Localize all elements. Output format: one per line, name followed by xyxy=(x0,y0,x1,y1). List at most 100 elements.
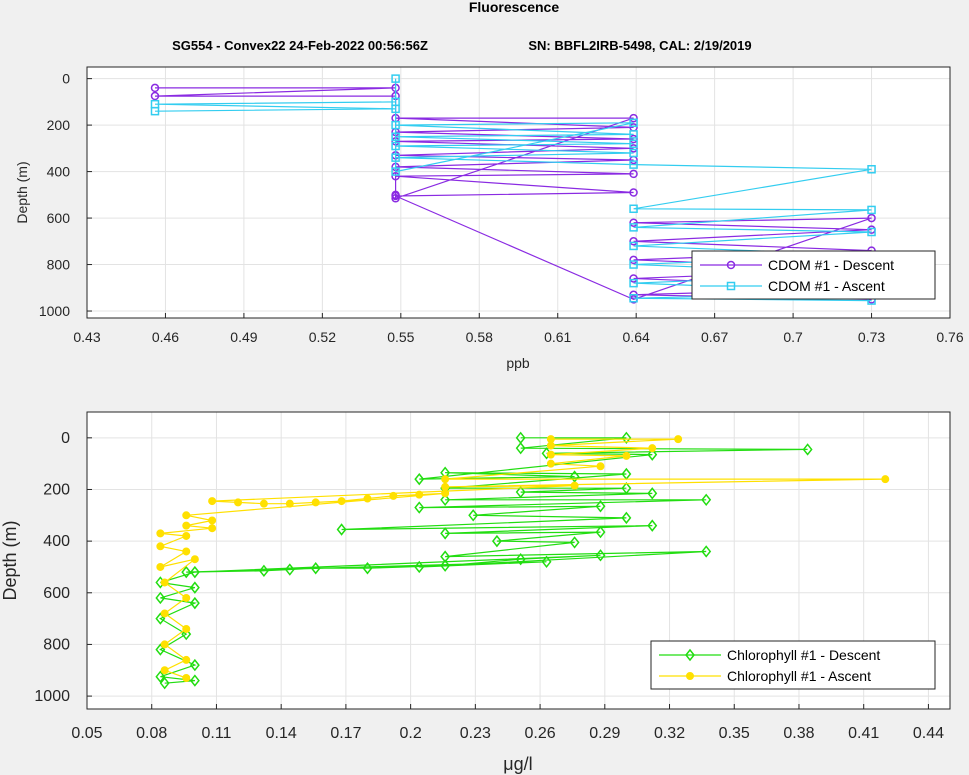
cdom-data-point xyxy=(629,188,638,197)
cdom-legend-marker xyxy=(726,260,736,270)
chlorophyll-legend-marker xyxy=(686,672,694,680)
chlorophyll-data-point xyxy=(414,472,425,486)
chlorophyll-data-point xyxy=(648,444,657,453)
chlorophyll-data-point xyxy=(621,481,632,495)
chlorophyll-data-point xyxy=(182,511,191,520)
cdom-x-tick-label: 0.73 xyxy=(858,329,885,345)
chlorophyll-data-point xyxy=(647,519,658,532)
cdom-x-tick-label: 0.49 xyxy=(230,329,257,345)
chlorophyll-data-point xyxy=(182,674,191,683)
cdom-data-point xyxy=(629,118,638,128)
chlorophyll-data-point xyxy=(160,666,169,675)
cdom-axes: 0.43 0.46 0.49 0.52 0.55 0.58 0.61 0.64 0.67 0.7 0… xyxy=(14,66,964,371)
cdom-data-point xyxy=(391,97,400,107)
chlorophyll-data-point xyxy=(182,624,191,633)
chlorophyll-x-tick-label: 0.35 xyxy=(719,725,750,742)
chlorophyll-legend: Chlorophyll #1 - Descent Chlorophyll #1 -… xyxy=(650,640,936,690)
chlorophyll-y-tick-label: 600 xyxy=(43,585,70,602)
chlorophyll-data-point xyxy=(701,493,712,507)
chlorophyll-legend-marker xyxy=(685,648,695,662)
cdom-data-point xyxy=(150,83,160,93)
cdom-data-point xyxy=(150,99,160,109)
cdom-data-point xyxy=(629,204,638,214)
chlorophyll-data-point xyxy=(189,674,200,687)
cdom-data-point xyxy=(867,205,876,215)
cdom-data-point xyxy=(629,113,638,123)
chlorophyll-series-ascent xyxy=(156,435,890,683)
cdom-data-point xyxy=(629,223,638,232)
cdom-data-point xyxy=(629,148,638,158)
chlorophyll-data-point xyxy=(189,581,200,594)
chlorophyll-data-point xyxy=(363,494,372,503)
chlorophyll-data-point xyxy=(189,596,200,610)
chlorophyll-x-tick-label: 0.14 xyxy=(266,725,297,742)
chlorophyll-data-point xyxy=(389,491,398,500)
chlorophyll-data-point xyxy=(647,448,658,461)
chlorophyll-data-point xyxy=(160,609,169,618)
chlorophyll-x-tick-label: 0.17 xyxy=(330,725,361,742)
cdom-data-point xyxy=(629,241,638,251)
cdom-y-tick-label: 400 xyxy=(47,164,71,180)
cdom-y-tick-label: 1000 xyxy=(39,303,70,319)
chlorophyll-data-point xyxy=(595,549,606,562)
cdom-legend-entry-label: CDOM #1 - Ascent xyxy=(768,278,885,294)
chlorophyll-data-point xyxy=(546,450,555,459)
cdom-data-point xyxy=(629,144,638,153)
chlorophyll-axes-frame xyxy=(86,411,951,710)
chlorophyll-y-tick-label: 200 xyxy=(43,481,70,498)
chlorophyll-data-point xyxy=(621,511,632,525)
cdom-x-tick-label: 0.76 xyxy=(936,329,963,345)
chlorophyll-data-point xyxy=(160,640,169,649)
chlorophyll-data-point xyxy=(440,493,451,507)
cdom-legend-entry-label: CDOM #1 - Descent xyxy=(768,257,894,273)
chlorophyll-data-point xyxy=(258,564,269,578)
chlorophyll-x-tick-label: 0.32 xyxy=(654,725,685,742)
chlorophyll-legend-box xyxy=(650,640,936,690)
cdom-data-point xyxy=(629,237,638,246)
cdom-data-point xyxy=(629,278,638,288)
chlorophyll-x-tick-label: 0.26 xyxy=(525,725,556,742)
chlorophyll-data-point xyxy=(415,490,424,499)
chlorophyll-y-tick-label: 400 xyxy=(43,533,70,550)
chlorophyll-data-point xyxy=(190,555,199,564)
chlorophyll-data-point xyxy=(337,497,346,506)
cdom-data-point xyxy=(629,274,638,283)
cdom-data-point xyxy=(391,153,400,162)
cdom-x-axis-label: ppb xyxy=(506,355,530,371)
chlorophyll-y-tick-label: 800 xyxy=(43,636,70,653)
cdom-y-tick-label: 800 xyxy=(47,257,71,273)
chlorophyll-x-tick-label: 0.2 xyxy=(400,725,422,742)
cdom-x-tick-label: 0.61 xyxy=(544,329,571,345)
chlorophyll-data-point xyxy=(156,529,165,538)
chlorophyll-series-line xyxy=(158,438,886,679)
chlorophyll-data-point xyxy=(259,499,268,508)
chlorophyll-data-point xyxy=(182,547,191,556)
cdom-data-point xyxy=(391,120,400,130)
cdom-y-tick-label: 0 xyxy=(62,71,70,87)
chlorophyll-data-point xyxy=(156,542,165,551)
chlorophyll-axes: 0.05 0.08 0.11 0.14 0.17 0.2 0.23 0.26 0.29 0.32 0… xyxy=(0,411,951,774)
chlorophyll-x-tick-label: 0.41 xyxy=(848,725,879,742)
cdom-data-point xyxy=(629,218,638,227)
chlorophyll-data-point xyxy=(468,509,479,522)
cdom-data-point xyxy=(629,130,638,139)
chlorophyll-data-point xyxy=(208,497,217,506)
chlorophyll-data-point xyxy=(441,489,450,498)
cdom-data-point xyxy=(629,169,638,179)
cdom-x-tick-label: 0.58 xyxy=(466,329,493,345)
chlorophyll-x-tick-label: 0.05 xyxy=(71,725,102,742)
figure-subtitle-right: SN: BBFL2IRB-5498, CAL: 2/19/2019 xyxy=(528,38,751,53)
cdom-x-tick-label: 0.7 xyxy=(783,329,803,345)
chlorophyll-data-point xyxy=(441,475,450,484)
chlorophyll-data-point xyxy=(570,481,579,490)
cdom-data-point xyxy=(391,191,400,201)
chlorophyll-data-point xyxy=(189,658,200,672)
cdom-x-tick-label: 0.55 xyxy=(387,329,414,345)
chlorophyll-data-point xyxy=(701,545,712,558)
chlorophyll-data-point xyxy=(414,501,425,514)
cdom-y-axis-label: Depth (m) xyxy=(14,161,30,223)
cdom-data-point xyxy=(150,91,160,101)
chlorophyll-data-point xyxy=(674,435,683,444)
cdom-data-point xyxy=(629,134,638,144)
chlorophyll-data-point xyxy=(622,451,631,460)
